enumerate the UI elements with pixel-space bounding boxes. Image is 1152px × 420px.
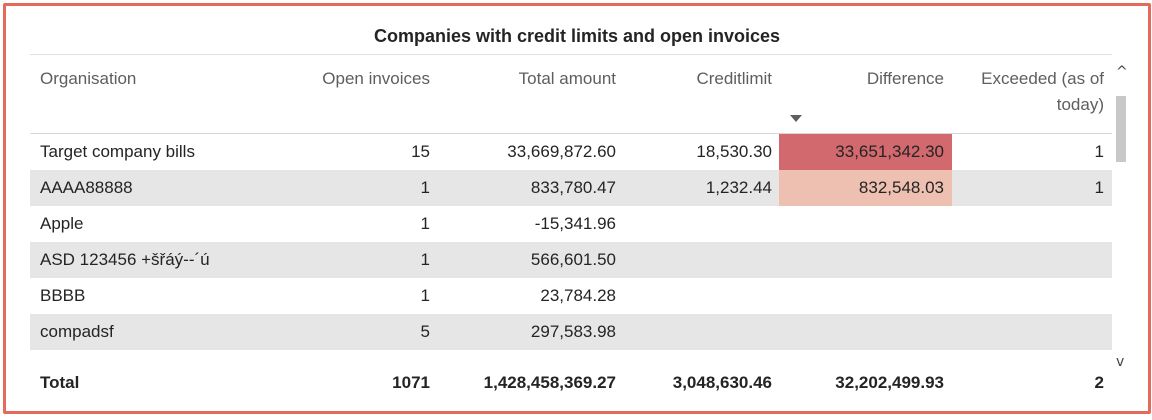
total-difference: 32,202,499.93: [835, 373, 944, 392]
cell-organisation: BBBB: [40, 286, 86, 305]
total-label: Total: [40, 373, 80, 392]
cell-open-invoices: 1: [420, 214, 430, 233]
cell-total-amount: 833,780.47: [530, 178, 616, 197]
cell-exceeded: [954, 278, 1104, 314]
visual-title: Companies with credit limits and open in…: [373, 26, 781, 46]
cell-exceeded: 1: [1094, 142, 1104, 161]
cell-difference: [779, 242, 952, 278]
column-header-exceeded-line1: Exceeded (as of: [981, 69, 1104, 88]
column-header-open-invoices[interactable]: Open invoices: [322, 69, 430, 88]
sort-descending-icon[interactable]: [790, 115, 802, 122]
cell-organisation: ASD 123456 +šřáý--´ú: [40, 250, 210, 269]
column-header-organisation[interactable]: Organisation: [40, 69, 137, 88]
cell-difference: 33,651,342.30: [779, 134, 952, 170]
cell-creditlimit: [630, 278, 772, 314]
column-header-total-amount[interactable]: Total amount: [518, 69, 616, 88]
table-row[interactable]: Target company bills 15 33,669,872.60 18…: [30, 134, 1112, 170]
cell-total-amount: 566,601.50: [530, 250, 616, 269]
table-row[interactable]: Apple 1 -15,341.96: [30, 206, 1112, 242]
cell-organisation: Apple: [40, 214, 84, 233]
cell-difference: [779, 314, 952, 350]
total-creditlimit: 3,048,630.46: [672, 373, 772, 392]
total-open-invoices: 1071: [392, 373, 430, 392]
vertical-scrollbar[interactable]: ^ v: [1113, 64, 1129, 376]
cell-open-invoices: 1: [420, 250, 430, 269]
cell-organisation: AAAA88888: [40, 178, 133, 197]
cell-total-amount: 23,784.28: [540, 286, 616, 305]
cell-creditlimit: [630, 314, 772, 350]
cell-exceeded: 1: [1094, 178, 1104, 197]
scroll-thumb[interactable]: [1116, 96, 1126, 162]
scroll-down-icon[interactable]: v: [1116, 354, 1125, 370]
table-row[interactable]: ASD 123456 +šřáý--´ú 1 566,601.50: [30, 242, 1112, 278]
header-row: Organisation Open invoices Total amount …: [30, 54, 1112, 134]
total-row: Total 1071 1,428,458,369.27 3,048,630.46…: [30, 350, 1112, 410]
cell-open-invoices: 5: [420, 322, 430, 341]
cell-open-invoices: 15: [411, 142, 430, 161]
cell-exceeded: [954, 314, 1104, 350]
column-header-exceeded[interactable]: Exceeded (as of today): [954, 66, 1104, 118]
table-visual: Companies with credit limits and open in…: [3, 3, 1151, 414]
scroll-up-icon[interactable]: ^: [1116, 64, 1128, 80]
cell-creditlimit: 1,232.44: [705, 178, 772, 197]
table-row[interactable]: compadsf 5 297,583.98: [30, 314, 1112, 350]
cell-exceeded: [954, 206, 1104, 242]
column-header-difference[interactable]: Difference: [866, 69, 944, 88]
cell-open-invoices: 1: [420, 286, 430, 305]
cell-open-invoices: 1: [420, 178, 430, 197]
total-amount: 1,428,458,369.27: [483, 373, 616, 392]
cell-difference: 832,548.03: [779, 170, 952, 206]
cell-organisation: Target company bills: [40, 142, 195, 161]
cell-total-amount: 33,669,872.60: [507, 142, 616, 161]
cell-creditlimit: 18,530.30: [696, 142, 772, 161]
cell-exceeded: [954, 242, 1104, 278]
cell-creditlimit: [630, 242, 772, 278]
cell-organisation: compadsf: [40, 322, 114, 341]
cell-creditlimit: [630, 206, 772, 242]
total-exceeded: 2: [1094, 373, 1104, 392]
column-header-exceeded-line2: today): [1056, 95, 1104, 114]
cell-difference: [779, 206, 952, 242]
cell-total-amount: 297,583.98: [530, 322, 616, 341]
cell-total-amount: -15,341.96: [534, 214, 616, 233]
column-header-creditlimit[interactable]: Creditlimit: [696, 69, 772, 88]
table-row[interactable]: AAAA88888 1 833,780.47 1,232.44 832,548.…: [30, 170, 1112, 206]
data-table: Organisation Open invoices Total amount …: [30, 54, 1112, 410]
table-row[interactable]: BBBB 1 23,784.28: [30, 278, 1112, 314]
cell-difference: [779, 278, 952, 314]
